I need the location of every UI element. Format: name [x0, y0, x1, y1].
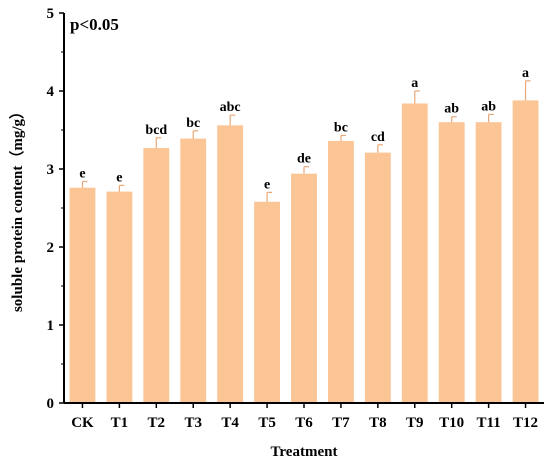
significance-label-T1: e: [116, 170, 122, 185]
y-axis-title: soluble protein content（mg/g）: [8, 104, 26, 312]
significance-label-T8: cd: [371, 130, 385, 145]
x-tick-label-T7: T7: [332, 415, 350, 431]
significance-label-T11: ab: [481, 99, 496, 114]
bar-T2: [143, 147, 170, 403]
significance-label-T2: bcd: [145, 123, 167, 138]
bar-T4: [217, 125, 244, 403]
x-tick-label-T11: T11: [477, 415, 501, 431]
bar-T10: [438, 122, 465, 403]
x-tick-label-CK: CK: [71, 415, 94, 431]
error-bars-group: [81, 80, 531, 202]
x-tick-label-T12: T12: [513, 415, 538, 431]
bar-T5: [254, 201, 280, 403]
bar-T11: [475, 122, 502, 403]
x-tick-label-T9: T9: [406, 415, 424, 431]
bar-T7: [328, 140, 354, 404]
bar-T3: [180, 138, 207, 403]
x-tick-label-T6: T6: [295, 415, 313, 431]
y-tick-label-4: 4: [47, 84, 55, 100]
significance-label-T10: ab: [444, 102, 459, 117]
significance-labels-group: e e bcd bc abc e de bc cd a ab ab a: [79, 66, 529, 193]
x-axis-title: Treatment: [271, 444, 338, 460]
bar-T1: [106, 191, 133, 403]
significance-label-T3: bc: [186, 116, 200, 131]
bar-T6: [291, 173, 317, 403]
bar-T9: [401, 103, 428, 403]
bar-CK: [69, 187, 96, 403]
significance-label-T7: bc: [334, 120, 348, 135]
x-tick-label-T10: T10: [439, 415, 464, 431]
y-tick-label-2: 2: [47, 240, 55, 256]
x-tick-label-T4: T4: [221, 415, 239, 431]
significance-label-T4: abc: [220, 100, 241, 115]
bar-T8: [364, 152, 391, 403]
x-tick-label-T5: T5: [258, 415, 276, 431]
bar-T12: [512, 100, 539, 404]
y-tick-label-3: 3: [47, 162, 55, 178]
significance-annotation: p<0.05: [70, 15, 119, 34]
x-tick-label-T1: T1: [111, 415, 129, 431]
y-ticks-group: 0 1 2 3 4 5: [47, 6, 64, 412]
significance-label-CK: e: [79, 166, 85, 181]
y-tick-label-0: 0: [47, 396, 55, 412]
bars-group: [69, 100, 539, 404]
x-tick-label-T3: T3: [184, 415, 202, 431]
significance-label-T6: de: [297, 152, 311, 167]
y-tick-label-5: 5: [47, 6, 55, 22]
x-tick-label-T8: T8: [369, 415, 387, 431]
y-tick-label-1: 1: [47, 318, 55, 334]
significance-label-T5: e: [264, 177, 270, 192]
x-ticks-group: CK T1 T2 T3 T4 T5 T6 T7 T8 T9 T10 T11 T12: [71, 403, 538, 431]
x-tick-label-T2: T2: [148, 415, 166, 431]
significance-label-T9: a: [411, 76, 418, 91]
significance-label-T12: a: [522, 66, 529, 81]
